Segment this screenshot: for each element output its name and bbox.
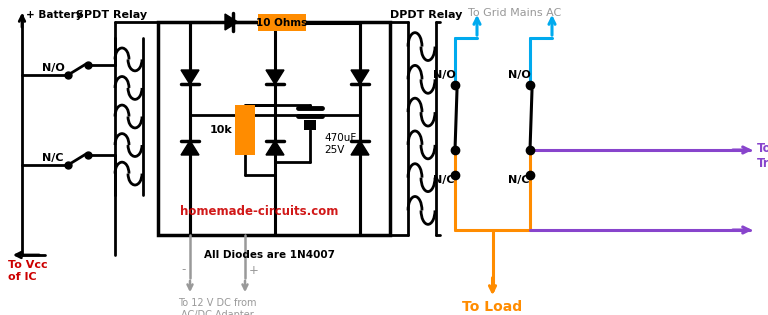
Text: N/C: N/C xyxy=(433,175,455,185)
Text: 470uF
25V: 470uF 25V xyxy=(324,133,356,155)
Text: 10 Ohms: 10 Ohms xyxy=(257,18,308,27)
Bar xyxy=(235,105,255,155)
Polygon shape xyxy=(181,140,199,155)
Polygon shape xyxy=(266,140,284,155)
Polygon shape xyxy=(351,140,369,155)
Polygon shape xyxy=(266,70,284,84)
Text: homemade-circuits.com: homemade-circuits.com xyxy=(180,205,339,218)
Text: SPDT Relay: SPDT Relay xyxy=(77,10,147,20)
Text: N/O: N/O xyxy=(508,70,531,80)
Text: All Diodes are 1N4007: All Diodes are 1N4007 xyxy=(204,250,336,260)
Text: N/O: N/O xyxy=(433,70,455,80)
Text: 10k: 10k xyxy=(209,125,232,135)
Text: N/C: N/C xyxy=(42,153,64,163)
Text: +: + xyxy=(249,264,259,277)
Text: To
Transformer: To Transformer xyxy=(757,142,768,170)
Text: To Load: To Load xyxy=(462,300,522,314)
Text: N/C: N/C xyxy=(508,175,529,185)
Text: To Grid Mains AC: To Grid Mains AC xyxy=(468,8,561,18)
Polygon shape xyxy=(225,14,238,30)
Text: To Vcc
of IC: To Vcc of IC xyxy=(8,260,48,282)
Text: -: - xyxy=(181,264,186,277)
Bar xyxy=(304,120,316,130)
Bar xyxy=(258,14,306,31)
Text: + Battery: + Battery xyxy=(26,10,82,20)
Text: DPDT Relay: DPDT Relay xyxy=(390,10,462,20)
Text: N/O: N/O xyxy=(42,63,65,73)
Text: To 12 V DC from
AC/DC Adapter: To 12 V DC from AC/DC Adapter xyxy=(178,298,257,315)
Bar xyxy=(158,22,390,235)
Polygon shape xyxy=(181,70,199,84)
Polygon shape xyxy=(351,70,369,84)
